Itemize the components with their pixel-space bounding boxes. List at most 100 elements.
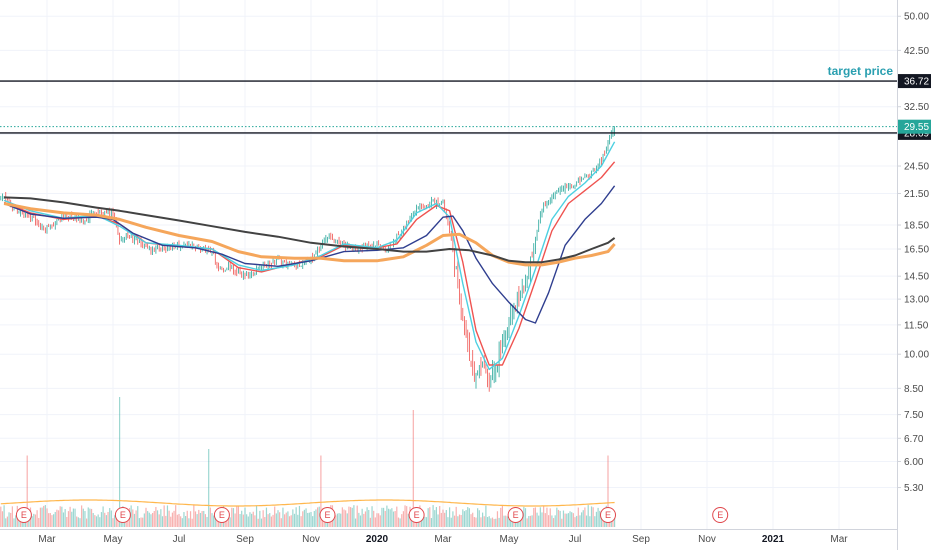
- volume-bar: [589, 516, 591, 527]
- volume-bar: [8, 512, 10, 527]
- time-axis[interactable]: Mar May Jul Sep Nov 2020 Mar May Jul Sep Nov 2021 Ma…: [38, 534, 848, 545]
- volume-bar: [105, 515, 107, 527]
- volume-bar: [453, 515, 456, 527]
- volume-bar: [175, 505, 177, 527]
- volume-bar: [31, 516, 33, 527]
- volume-bar: [526, 518, 528, 527]
- volume-bar: [214, 517, 216, 527]
- volume-bar: [150, 514, 152, 527]
- volume-bar: [317, 507, 319, 527]
- y-tick-label: 5.30: [904, 483, 924, 494]
- volume-bar: [305, 508, 307, 527]
- volume-bar: [181, 518, 183, 527]
- volume-bar: [89, 508, 91, 527]
- volume-bar: [288, 516, 291, 527]
- volume-bar: [302, 511, 304, 527]
- volume-bar: [269, 513, 271, 527]
- x-tick-label: Sep: [632, 534, 650, 545]
- volume-bar: [251, 513, 253, 527]
- volume-bar: [170, 516, 172, 527]
- earnings-marker-circle: [213, 507, 230, 523]
- volume-bar: [99, 517, 101, 527]
- volume-bar: [284, 514, 286, 527]
- volume-bar: [539, 507, 541, 527]
- volume-bar: [211, 513, 213, 527]
- volume-bar: [480, 517, 482, 527]
- volume-bar: [460, 514, 462, 527]
- volume-bar: [528, 516, 530, 527]
- volume-bar: [204, 514, 206, 527]
- volume-bar: [234, 513, 236, 527]
- volume-bar: [145, 507, 147, 527]
- y-tick-label: 50.00: [904, 12, 929, 23]
- volume-bar: [447, 517, 449, 527]
- volume-bar: [503, 515, 505, 527]
- volume-bar: [133, 513, 136, 527]
- volume-bar: [53, 514, 55, 527]
- target-price-annotation: target price: [828, 64, 894, 78]
- volume-bar: [557, 509, 560, 527]
- volume-bar: [320, 455, 322, 527]
- volume-bar: [229, 517, 231, 527]
- volume-bar: [57, 510, 60, 527]
- volume-bar: [279, 512, 281, 527]
- volume-bar: [69, 506, 71, 527]
- volume-bar: [559, 510, 561, 527]
- volume-bar: [33, 513, 35, 527]
- volume-bar: [183, 512, 185, 527]
- x-tick-label: Mar: [434, 534, 452, 545]
- x-tick-label: Sep: [236, 534, 254, 545]
- volume-bar: [155, 506, 157, 527]
- volume-bar: [581, 512, 583, 527]
- volume-bar: [239, 514, 241, 527]
- volume-bar: [394, 511, 396, 527]
- volume-bar: [351, 507, 353, 527]
- volume-bar: [193, 505, 195, 527]
- volume-bar: [189, 511, 192, 527]
- volume-bar: [406, 506, 408, 527]
- volume-bar: [386, 505, 388, 527]
- volume-bar: [544, 513, 546, 527]
- volume-bar: [5, 518, 7, 527]
- volume-bar: [551, 515, 553, 527]
- volume-bar: [102, 506, 104, 527]
- volume-bar: [92, 513, 94, 527]
- volume-bar: [95, 516, 98, 527]
- price-tag-background: [898, 119, 931, 134]
- volume-bar: [188, 518, 190, 527]
- volume-bar: [161, 516, 164, 527]
- volume-bar: [297, 514, 299, 527]
- volume-bar: [567, 513, 569, 527]
- y-tick-label: 16.50: [904, 245, 929, 256]
- volume-bar: [44, 505, 46, 527]
- volume-bar: [556, 507, 558, 527]
- volume-bar: [506, 516, 508, 527]
- volume-bar: [495, 518, 497, 527]
- volume-bar: [472, 512, 474, 527]
- volume-bar: [412, 410, 414, 527]
- x-tick-label: 2020: [366, 534, 389, 545]
- volume-bar: [130, 505, 132, 527]
- volume-bar: [442, 509, 444, 527]
- volume-bar: [396, 506, 398, 527]
- volume-bar: [191, 518, 193, 527]
- volume-bar: [384, 510, 386, 527]
- volume-bar: [46, 508, 48, 527]
- volume-bar: [176, 514, 178, 527]
- volume-bar: [391, 508, 393, 527]
- volume-bar: [79, 518, 81, 527]
- volume-bar: [531, 515, 533, 527]
- volume-bar: [241, 510, 243, 527]
- volume-bar: [444, 512, 446, 527]
- volume-bar: [104, 512, 106, 527]
- volume-bar: [312, 516, 314, 527]
- volume-bar: [549, 508, 551, 527]
- volume-bar: [373, 510, 375, 527]
- volume-bar: [165, 515, 167, 527]
- volume-bar: [354, 518, 357, 527]
- volume-bar: [64, 509, 66, 527]
- volume-bar: [579, 515, 581, 527]
